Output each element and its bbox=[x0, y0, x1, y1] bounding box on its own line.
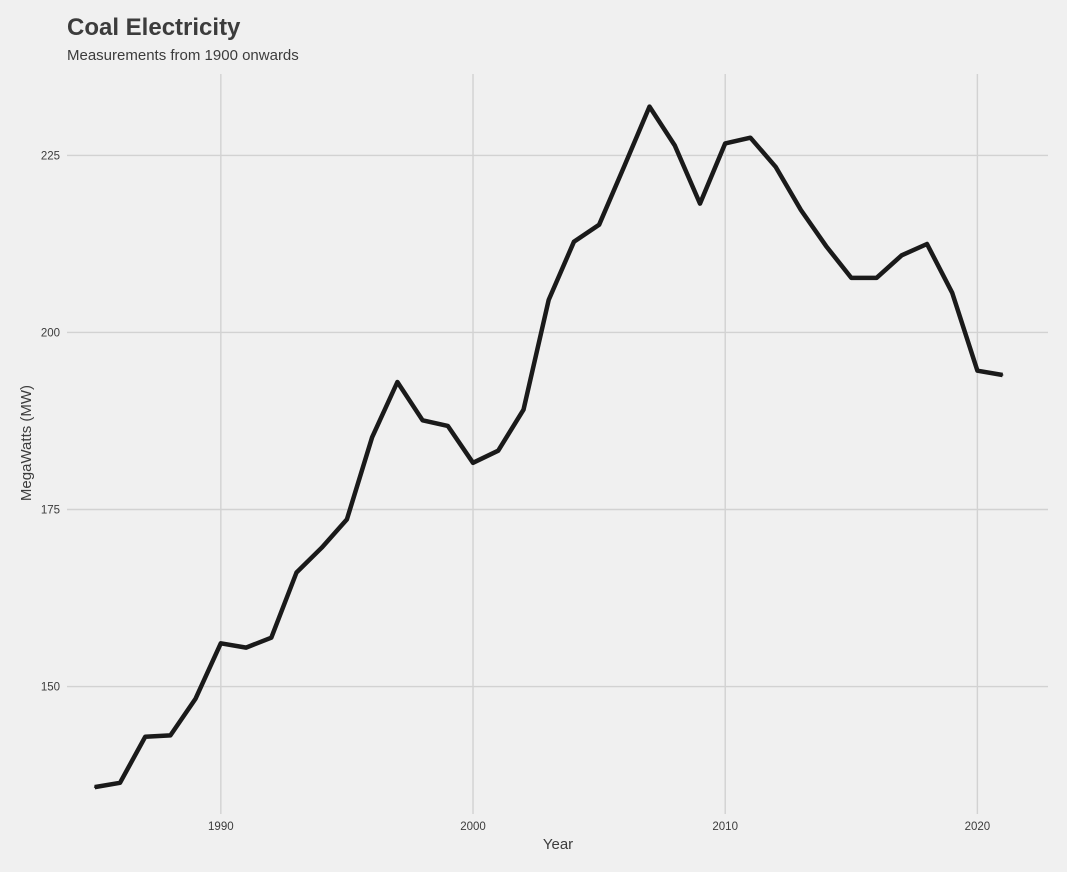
data-point bbox=[900, 254, 903, 257]
data-point bbox=[245, 646, 247, 649]
data-point bbox=[446, 425, 449, 427]
y-tick-label: 200 bbox=[41, 327, 60, 339]
data-point bbox=[825, 245, 827, 247]
data-point bbox=[850, 277, 853, 279]
data-point bbox=[295, 571, 298, 574]
y-axis-title: MegaWatts (MW) bbox=[18, 385, 35, 501]
series-layer bbox=[93, 104, 1004, 790]
data-point bbox=[573, 241, 575, 243]
data-point bbox=[724, 142, 727, 145]
tick-labels: 150 175 200 225 1990 2000 2010 2020 bbox=[41, 150, 990, 833]
gridlines bbox=[67, 74, 1048, 814]
data-point bbox=[346, 518, 348, 521]
data-point bbox=[1001, 374, 1004, 376]
data-point bbox=[623, 165, 626, 167]
data-point bbox=[774, 165, 777, 168]
data-point bbox=[800, 209, 802, 211]
data-point bbox=[421, 419, 424, 422]
data-point bbox=[648, 105, 651, 108]
data-point bbox=[547, 299, 550, 301]
y-tick-label: 150 bbox=[41, 682, 60, 694]
data-point bbox=[320, 546, 323, 549]
data-point bbox=[749, 136, 752, 139]
data-point bbox=[699, 202, 701, 205]
data-point bbox=[194, 697, 197, 700]
chart-subtitle: Measurements from 1900 onwards bbox=[67, 47, 299, 64]
x-tick-label: 2020 bbox=[965, 821, 991, 833]
data-point bbox=[144, 736, 146, 738]
x-tick-label: 1990 bbox=[208, 821, 234, 833]
data-point bbox=[220, 642, 222, 645]
data-point bbox=[169, 734, 172, 737]
data-point bbox=[270, 636, 273, 639]
chart-title: Coal Electricity bbox=[67, 14, 241, 41]
series-line bbox=[94, 104, 1003, 790]
data-point bbox=[396, 381, 399, 383]
data-point bbox=[371, 436, 373, 439]
data-point bbox=[926, 243, 928, 245]
data-point bbox=[472, 461, 474, 464]
data-point bbox=[497, 449, 500, 452]
data-point bbox=[976, 369, 979, 372]
data-point bbox=[598, 224, 600, 226]
y-tick-label: 175 bbox=[41, 505, 60, 517]
data-point bbox=[673, 144, 676, 147]
data-point bbox=[119, 782, 121, 784]
x-axis-title: Year bbox=[543, 836, 573, 853]
x-tick-label: 2000 bbox=[460, 821, 486, 833]
data-point bbox=[875, 277, 878, 279]
data-point bbox=[522, 408, 525, 411]
data-point bbox=[93, 786, 96, 788]
y-tick-label: 225 bbox=[41, 150, 60, 162]
data-point bbox=[951, 292, 953, 294]
x-tick-label: 2010 bbox=[712, 821, 738, 833]
